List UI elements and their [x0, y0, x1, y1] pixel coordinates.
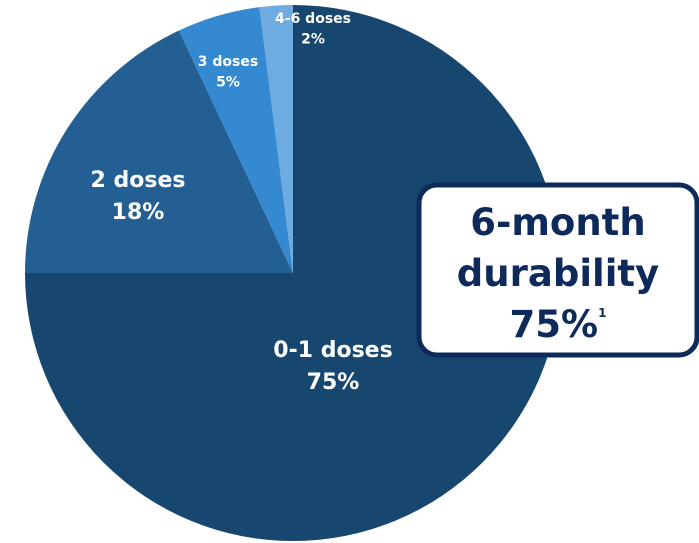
callout-line: durability [457, 252, 659, 295]
slice-labels: 0-1 doses 75% 2 doses 18% 3 doses 5% 4-6 doses… [91, 11, 393, 395]
slice-value: 5% [216, 74, 240, 90]
slice-value: 2% [301, 31, 325, 47]
slice-category: 0-1 doses [273, 338, 392, 363]
callout-value: 75%1 [510, 303, 607, 346]
pie-slice [178, 7, 293, 274]
callout-line: 6-month [470, 201, 645, 244]
slice-value: 18% [112, 200, 165, 225]
pie-slice [259, 5, 293, 273]
pie-slice [25, 30, 293, 274]
callout-value-text: 75% [510, 303, 599, 346]
callout-footnote: 1 [598, 306, 606, 320]
slice-category: 4-6 doses [275, 11, 351, 27]
slice-category: 2 doses [91, 168, 186, 193]
pie [25, 5, 561, 541]
callout-box [416, 182, 699, 358]
slice-category: 3 doses [198, 54, 258, 70]
slice-value: 75% [307, 370, 360, 395]
